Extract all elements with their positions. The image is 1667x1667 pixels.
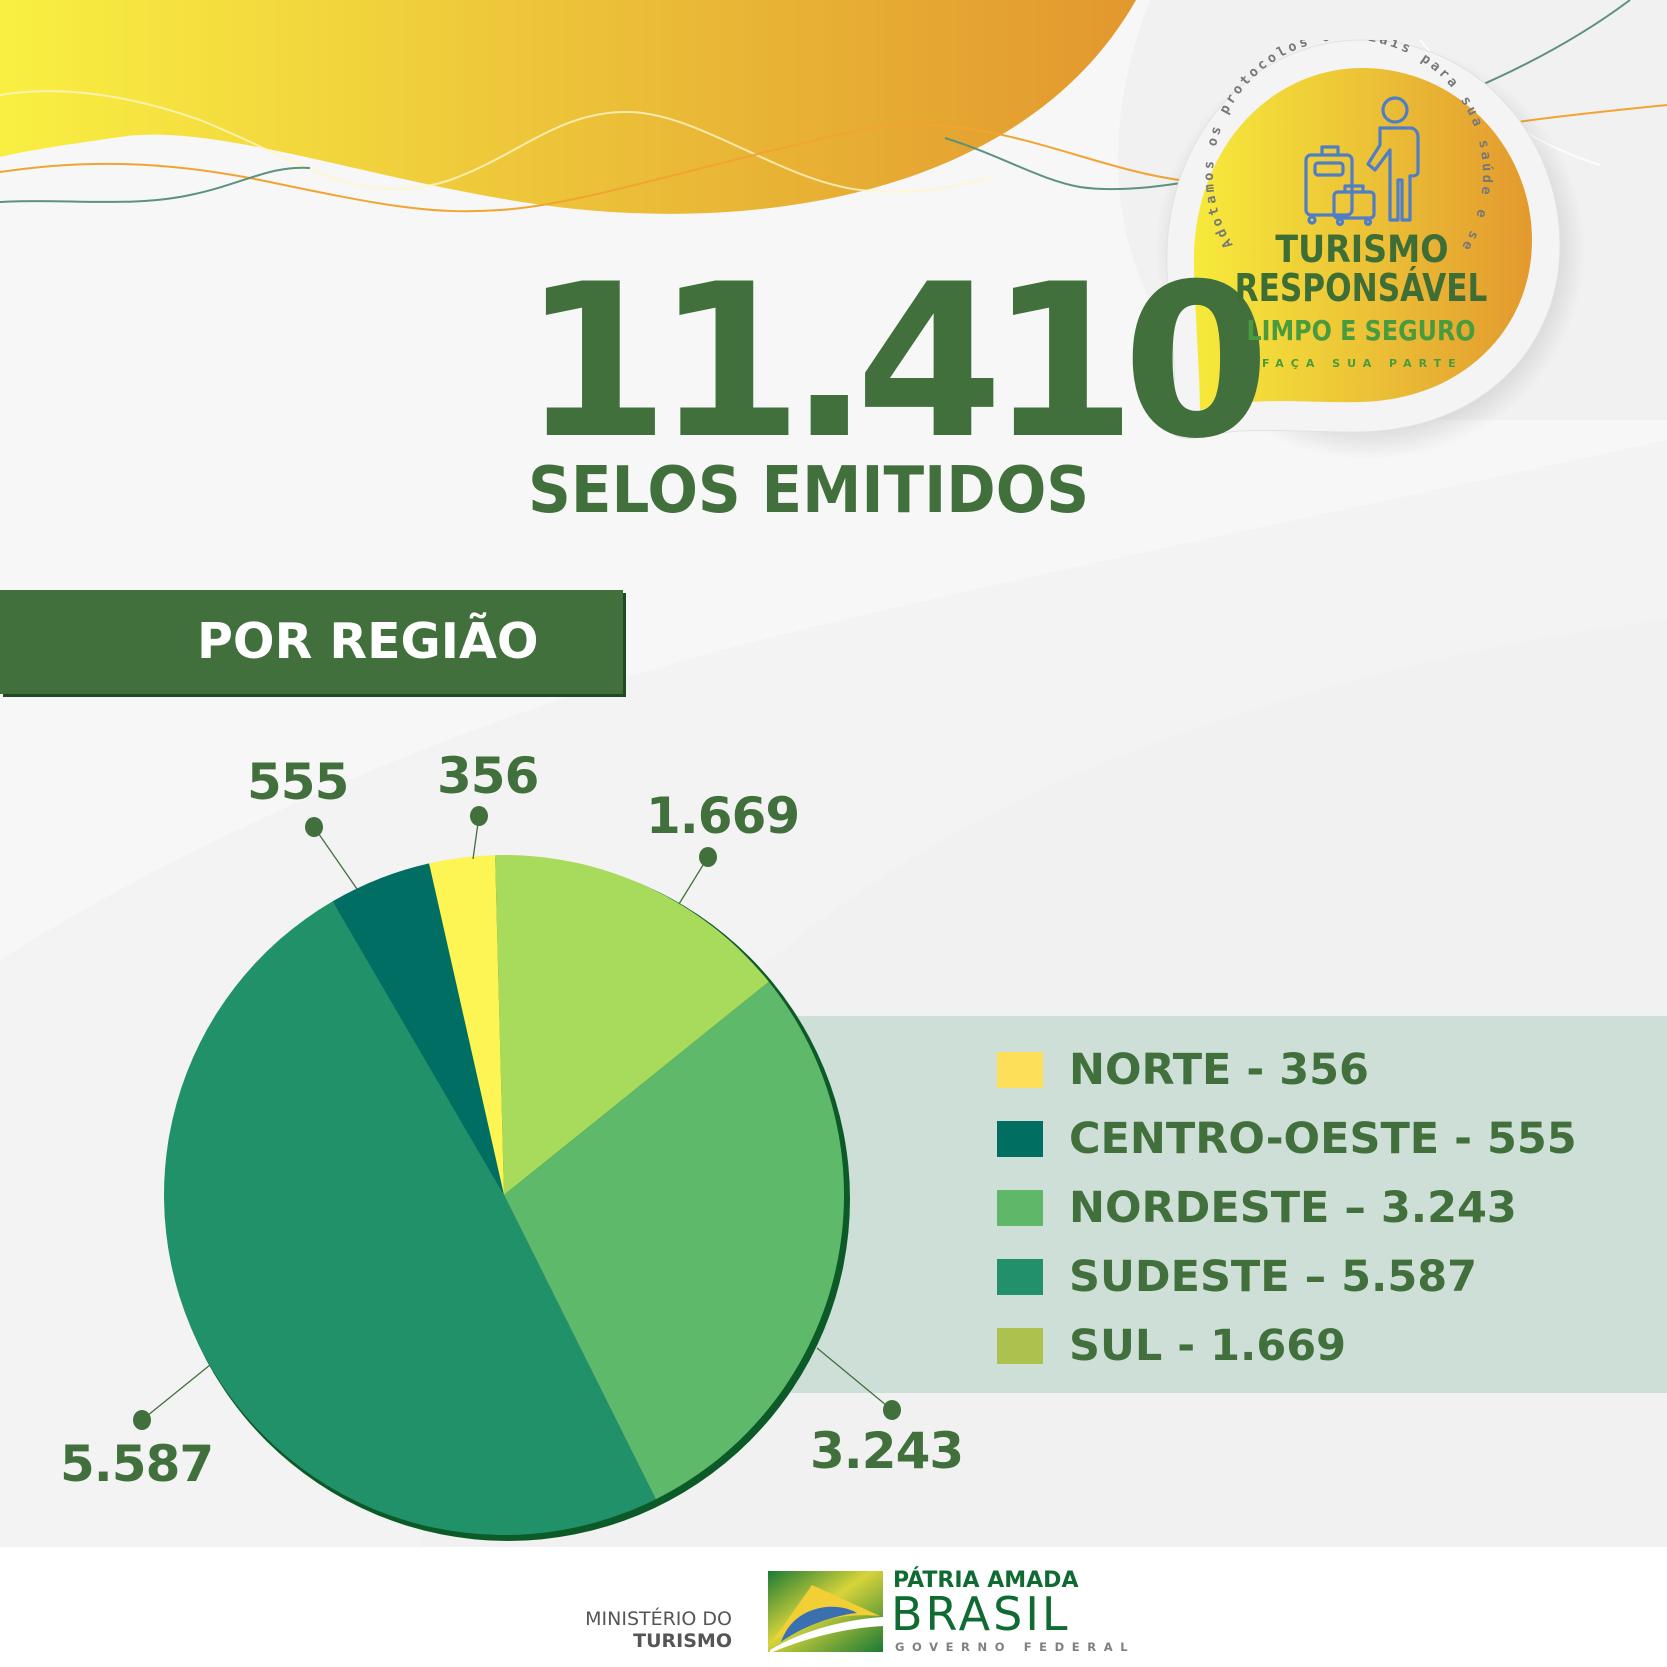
- legend-item: SUL - 1.669: [997, 1323, 1346, 1369]
- pie-slice-sul: [495, 855, 769, 1195]
- legend-label: SUL - 1.669: [1069, 1321, 1347, 1371]
- callout-dot: [699, 847, 717, 867]
- callout-line: [313, 826, 358, 890]
- section-header-por-regiao: POR REGIÃO: [0, 590, 623, 694]
- legend-label: NORDESTE – 3.243: [1069, 1183, 1517, 1233]
- legend-label: CENTRO-OESTE - 555: [1069, 1114, 1577, 1164]
- pie-slice-nordeste: [504, 981, 844, 1500]
- pie-value-label: 5.587: [60, 1435, 214, 1493]
- badge-arc-text: Adotamos os protocolos oficiais para sua…: [1163, 40, 1492, 256]
- brand-patria-amada: PÁTRIA AMADA: [893, 1568, 1079, 1593]
- legend-item: SUDESTE – 5.587: [997, 1254, 1477, 1300]
- legend-label: SUDESTE – 5.587: [1069, 1252, 1478, 1302]
- pie-slice-norte: [429, 855, 504, 1195]
- legend-item: CENTRO-OESTE - 555: [997, 1116, 1577, 1162]
- legend-label: NORTE - 356: [1069, 1045, 1369, 1095]
- callout-dot: [470, 806, 488, 826]
- pie-value-label: 356: [437, 747, 539, 805]
- pie-value-label: 1.669: [646, 787, 800, 845]
- badge-line-faca-sua-parte: FAÇA SUA PARTE: [1262, 357, 1463, 370]
- pie-value-label: 3.243: [810, 1422, 964, 1480]
- legend-swatch: [997, 1259, 1043, 1295]
- callout-dot: [133, 1410, 151, 1430]
- pie-slice-sudeste: [164, 901, 656, 1535]
- callout-line: [816, 1347, 893, 1411]
- brand-governo-federal: GOVERNO FEDERAL: [895, 1640, 1136, 1654]
- pie-value-label: 555: [247, 753, 349, 811]
- callout-dot: [305, 817, 323, 837]
- ministry-line-1: MINISTÉRIO DO: [585, 1608, 732, 1630]
- turismo-responsavel-badge: [1155, 39, 1585, 460]
- pie-slice-centro-oeste: [332, 863, 504, 1195]
- badge-line-turismo: TURISMO: [1275, 228, 1449, 271]
- legend-item: NORTE - 356: [997, 1047, 1369, 1093]
- legend-swatch: [997, 1328, 1043, 1364]
- total-seals-caption: SELOS EMITIDOS: [528, 454, 1090, 528]
- badge-line-limpo-seguro: LIMPO E SEGURO: [1246, 314, 1476, 347]
- ministry-logo-text: MINISTÉRIO DO TURISMO: [560, 1608, 732, 1652]
- brand-brasil: BRASIL: [891, 1587, 1071, 1641]
- badge-text-group: Adotamos os protocolos oficiais para sua…: [1163, 40, 1563, 440]
- legend-swatch: [997, 1052, 1043, 1088]
- badge-line-responsavel: RESPONSÁVEL: [1234, 266, 1488, 310]
- callout-dot: [883, 1400, 901, 1420]
- callout-line: [141, 1364, 211, 1421]
- legend-item: NORDESTE – 3.243: [997, 1185, 1517, 1231]
- legend-panel: [791, 1016, 1667, 1393]
- legend-swatch: [997, 1121, 1043, 1157]
- traveler-with-luggage-icon: [1304, 96, 1420, 227]
- brasil-flag-logo-icon: [768, 1571, 883, 1653]
- ministry-line-2: TURISMO: [633, 1630, 732, 1652]
- yellow-sun-shape: [0, 0, 1136, 214]
- legend-swatch: [997, 1190, 1043, 1226]
- section-title: POR REGIÃO: [197, 613, 539, 670]
